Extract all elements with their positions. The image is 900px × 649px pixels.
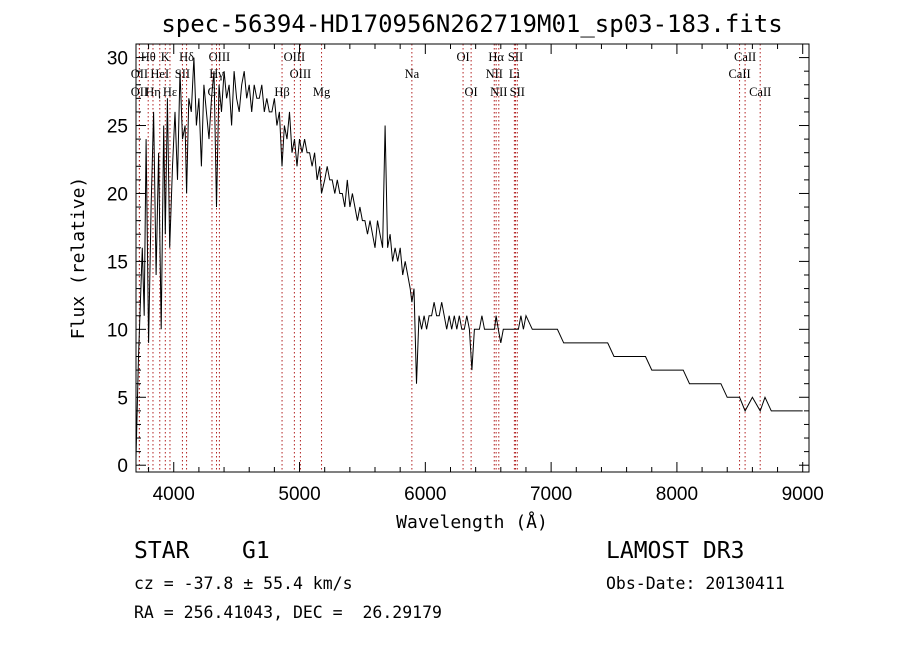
x-tick-label-0: 4000 bbox=[153, 484, 195, 505]
line-label-3: OII bbox=[131, 85, 148, 99]
line-label-7: Hε bbox=[163, 85, 177, 99]
line-label-24: SII bbox=[510, 85, 525, 99]
line-label-25: CaII bbox=[734, 50, 756, 64]
line-label-17: OI bbox=[456, 50, 469, 64]
x-tick-label-4: 8000 bbox=[656, 484, 698, 505]
emission-line-markers bbox=[138, 44, 761, 472]
line-label-16: Na bbox=[405, 67, 420, 81]
y-tick-label-2: 10 bbox=[107, 320, 128, 341]
line-label-26: CaII bbox=[728, 67, 750, 81]
line-label-23: Li bbox=[509, 67, 521, 81]
line-label-18: OI bbox=[465, 85, 478, 99]
y-tick-label-1: 5 bbox=[117, 388, 128, 409]
object-class: STAR bbox=[134, 538, 190, 564]
y-tick-label-6: 30 bbox=[107, 49, 128, 70]
line-label-27: CaII bbox=[749, 85, 771, 99]
object-subclass: G1 bbox=[242, 538, 270, 564]
survey-name: LAMOST DR3 bbox=[606, 538, 745, 564]
line-label-21: NII bbox=[490, 85, 507, 99]
coordinates-readout: RA = 256.41043, DEC = 26.29179 bbox=[134, 603, 442, 622]
line-label-1: OII bbox=[131, 67, 148, 81]
x-axis-ticks: 4000 5000 6000 7000 8000 9000 bbox=[148, 44, 824, 505]
y-axis-label: Flux (relative) bbox=[68, 177, 89, 340]
y-axis-ticks: 0 5 10 15 20 25 30 bbox=[107, 43, 809, 477]
x-tick-label-2: 6000 bbox=[404, 484, 446, 505]
line-label-0: Hθ bbox=[141, 50, 156, 64]
y-tick-label-4: 20 bbox=[107, 184, 128, 205]
line-label-20: NII bbox=[486, 67, 503, 81]
observation-date: Obs-Date: 20130411 bbox=[606, 574, 785, 593]
line-label-5: K bbox=[161, 50, 170, 64]
spectrum-series-line bbox=[135, 57, 803, 459]
x-tick-label-3: 7000 bbox=[530, 484, 572, 505]
y-tick-label-5: 25 bbox=[107, 117, 128, 138]
line-label-12: OIII bbox=[284, 50, 306, 64]
line-label-9: OIII bbox=[209, 50, 231, 64]
line-label-13: OIII bbox=[290, 67, 312, 81]
y-tick-label-3: 15 bbox=[107, 252, 128, 273]
x-tick-label-1: 5000 bbox=[278, 484, 320, 505]
line-label-19: Hα bbox=[488, 50, 504, 64]
y-tick-label-0: 0 bbox=[117, 456, 128, 477]
line-label-8: Hδ bbox=[179, 50, 194, 64]
line-label-10: Hγ bbox=[209, 67, 224, 81]
velocity-readout: cz = -37.8 ± 55.4 km/s bbox=[134, 574, 353, 593]
line-label-14: Hβ bbox=[274, 85, 289, 99]
x-tick-label-5: 9000 bbox=[782, 484, 824, 505]
plot-frame bbox=[135, 43, 810, 473]
line-label-15: Mg bbox=[313, 85, 331, 99]
line-label-2: Hη bbox=[145, 85, 161, 99]
chart-title: spec-56394-HD170956N262719M01_sp03-183.f… bbox=[161, 10, 782, 38]
x-axis-label: Wavelength (Å) bbox=[396, 511, 548, 533]
line-label-6: SII bbox=[175, 67, 190, 81]
line-label-22: SII bbox=[508, 50, 523, 64]
line-label-4: HeI bbox=[150, 67, 169, 81]
